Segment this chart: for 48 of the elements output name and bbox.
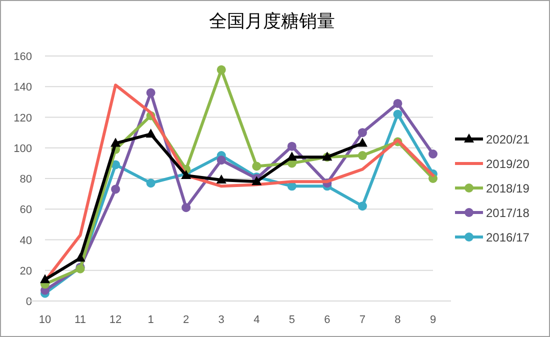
- x-tick-label: 6: [324, 314, 330, 326]
- x-tick-label: 11: [74, 314, 86, 326]
- point: [252, 176, 262, 186]
- point: [216, 174, 226, 184]
- x-tick-label: 1: [148, 314, 154, 326]
- point: [357, 138, 368, 147]
- y-tick-label: 100: [14, 142, 32, 155]
- point: [216, 65, 226, 74]
- point: [146, 178, 156, 188]
- point: [358, 151, 367, 160]
- legend-label: 2019/20: [486, 157, 530, 171]
- x-tick-label: 4: [254, 314, 260, 326]
- point: [393, 98, 402, 108]
- x-tick-label: 10: [38, 314, 52, 326]
- point: [428, 150, 438, 158]
- x-tick-label: 5: [288, 314, 295, 326]
- x-tick-label: 7: [359, 314, 366, 326]
- legend-label: 2016/17: [486, 230, 530, 244]
- x-tick-label: 12: [109, 314, 122, 326]
- x-tick-label: 3: [218, 314, 224, 326]
- y-tick-label: 140: [14, 82, 32, 94]
- point: [287, 142, 296, 151]
- y-tick-label: 40: [20, 234, 32, 247]
- y-tick-label: 60: [20, 204, 32, 216]
- point: [40, 274, 50, 284]
- x-tick-label: 2: [183, 314, 190, 326]
- point: [216, 156, 226, 165]
- point: [111, 184, 120, 194]
- legend-label: 2020/21: [486, 132, 530, 146]
- point: [146, 88, 156, 98]
- point: [358, 128, 367, 138]
- point: [110, 138, 121, 147]
- legend-label: 2017/18: [486, 206, 530, 220]
- y-tick-label: 160: [14, 51, 32, 63]
- x-tick-label: 9: [430, 314, 436, 326]
- point: [146, 128, 156, 138]
- point: [286, 152, 297, 161]
- y-tick-label: 120: [14, 112, 32, 124]
- y-tick-label: 80: [20, 174, 32, 186]
- point: [358, 202, 367, 211]
- y-tick-label: 20: [20, 265, 32, 278]
- point: [182, 203, 191, 212]
- chart-title: 全国月度糖销量: [209, 11, 335, 31]
- legend-label: 2018/19: [486, 182, 530, 196]
- point: [252, 162, 262, 171]
- x-tick-label: 8: [394, 314, 401, 326]
- point: [75, 252, 86, 262]
- point: [393, 110, 402, 119]
